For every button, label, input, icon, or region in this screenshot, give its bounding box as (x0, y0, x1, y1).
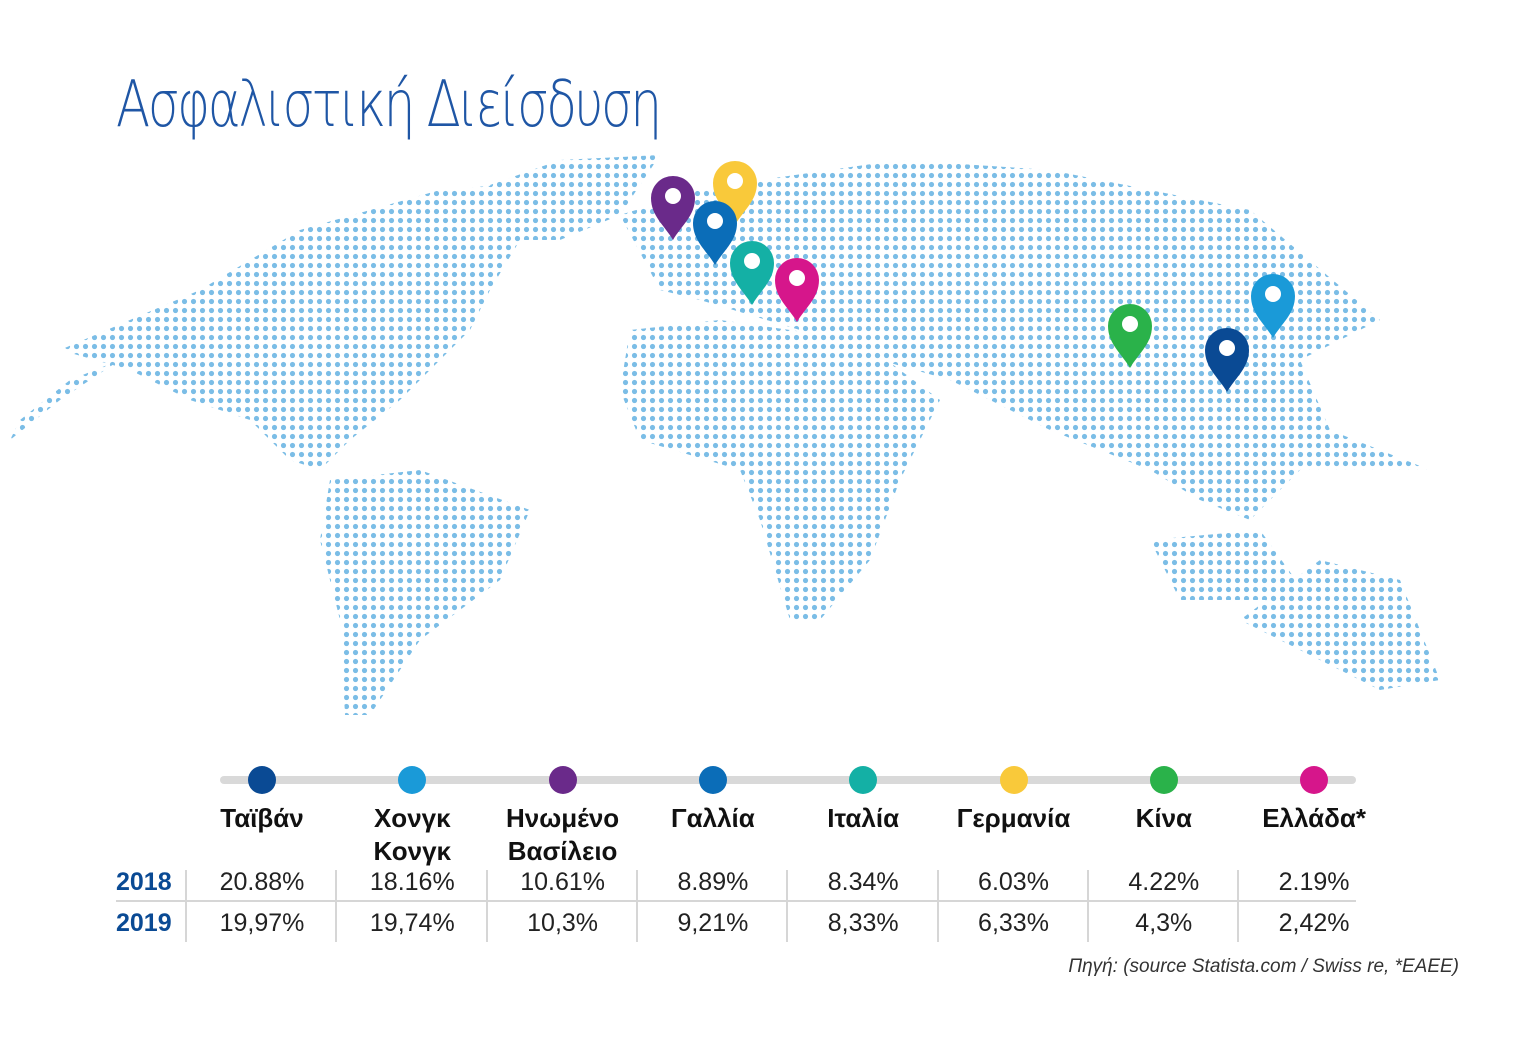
column-divider (1237, 870, 1240, 942)
legend-dot (398, 766, 427, 794)
legend-dot (999, 766, 1028, 794)
value-cell-2018: 6.03% (978, 868, 1049, 896)
world-dot-map (10, 155, 1440, 715)
country-name: Ηνωμένο Βασίλειο (506, 803, 620, 866)
country-name: Κίνα (1135, 803, 1193, 833)
africa (620, 320, 940, 620)
greenland (490, 155, 660, 240)
southeast-asia (1150, 530, 1310, 600)
value-cell-2019: 6,33% (978, 909, 1049, 937)
country-name: Ελλάδα* (1262, 803, 1366, 833)
north-america (60, 185, 520, 470)
column-divider (335, 870, 338, 942)
legend-dot (1149, 766, 1178, 794)
legend-dot (548, 766, 577, 794)
alaska (10, 360, 120, 440)
value-cell-2018: 10.61% (520, 868, 605, 896)
australia (1240, 560, 1440, 690)
value-cell-2018: 8.34% (827, 868, 899, 896)
map-pin-icon (775, 258, 819, 322)
value-cell-2019: 9,21% (677, 909, 749, 937)
map-pin-icon (730, 241, 774, 305)
column-divider (786, 870, 789, 942)
row-divider (116, 900, 1356, 902)
column-divider (185, 870, 187, 942)
value-cell-2018: 18.16% (369, 868, 455, 896)
column-divider (1086, 870, 1089, 942)
legend-column: Ταϊβάν (187, 766, 337, 835)
value-cell-2019: 10,3% (527, 909, 599, 937)
legend-dot (849, 766, 878, 794)
map-pin-icon (693, 201, 737, 265)
legend-column: Ηνωμένο Βασίλειο (488, 766, 638, 868)
legend-column: Κίνα (1089, 766, 1239, 835)
country-name: Ιταλία (827, 803, 900, 833)
column-divider (485, 870, 488, 942)
value-cell-2019: 19,97% (219, 909, 305, 937)
legend-dot (1300, 766, 1329, 794)
column-divider (936, 870, 939, 942)
source-note: Πηγή: (source Statista.com / Swiss re, *… (1068, 956, 1459, 977)
legend-column: Γερμανία (939, 766, 1089, 835)
year-label-2018: 2018 (116, 868, 172, 896)
south-america (320, 470, 530, 715)
legend-column: Χονγκ Κονγκ (337, 766, 487, 868)
column-divider (635, 870, 638, 942)
legend-dot (248, 766, 276, 794)
map-pin-icon (1108, 304, 1152, 368)
country-name: Γερμανία (956, 803, 1071, 833)
legend-dot (698, 766, 727, 794)
map-pin-icon (651, 176, 695, 240)
country-name: Γαλλία (671, 803, 755, 833)
map-pin-icon (1205, 328, 1249, 392)
value-cell-2018: 4.22% (1128, 868, 1200, 896)
country-name: Χονγκ Κονγκ (373, 803, 452, 866)
value-cell-2018: 2.19% (1278, 868, 1350, 896)
year-label-2019: 2019 (116, 909, 172, 937)
map-pin-icon (1251, 274, 1295, 338)
value-cell-2019: 4,3% (1135, 909, 1193, 937)
legend-column: Γαλλία (638, 766, 788, 835)
value-cell-2018: 20.88% (219, 868, 305, 896)
value-cell-2018: 8.89% (677, 868, 749, 896)
country-name: Ταϊβάν (220, 803, 304, 833)
value-cell-2019: 2,42% (1278, 909, 1350, 937)
value-cell-2019: 19,74% (369, 909, 455, 937)
legend-column: Ιταλία (788, 766, 938, 835)
eurasia (620, 160, 1430, 520)
value-cell-2019: 8,33% (827, 909, 899, 937)
legend-column: Ελλάδα* (1239, 766, 1389, 835)
page-title: Ασφαλιστική Διείσδυση (116, 68, 662, 142)
legend-track (220, 776, 1356, 784)
